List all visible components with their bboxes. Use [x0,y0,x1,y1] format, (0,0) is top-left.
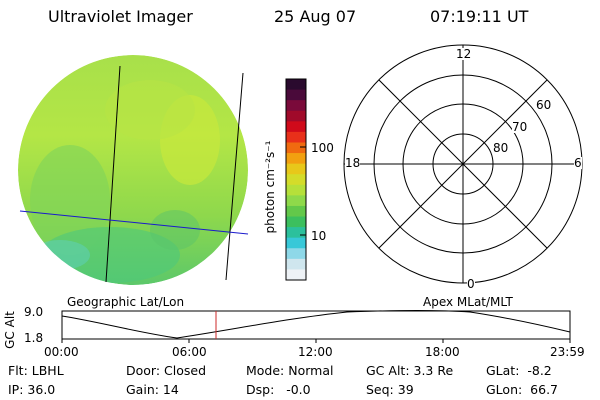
colorbar-segment [286,100,306,112]
geographic-label: Geographic Lat/Lon [67,295,185,309]
polar-label-6: 6 [574,156,582,170]
meridian-line [225,72,244,281]
polar-label-18: 18 [345,156,361,170]
polar-lat-80: 80 [493,141,509,155]
colorbar-segment [286,227,306,239]
status-seq: Seq: 39 [366,382,414,397]
polar-lat-60: 60 [536,98,552,112]
colorbar-segment [286,216,306,228]
time-label: 07:19:11 UT [430,7,529,26]
status-flt: Flt: LBHL [8,363,64,378]
apex-label: Apex MLat/MLT [423,295,513,309]
status-gc-alt: GC Alt: 3.3 Re [366,363,454,378]
colorbar-tick-10: 10 [311,229,327,243]
colorbar-segment [286,269,306,281]
x-tick-2359: 23:59 [550,345,585,359]
x-tick-1200: 12:00 [298,345,333,359]
colorbar-segment [286,248,306,260]
equator-line [19,210,249,235]
polar-lat-70: 70 [512,120,528,134]
date-label: 25 Aug 07 [274,7,357,26]
colorbar-segment [286,195,306,207]
y-tick-9: 9.0 [24,305,44,319]
colorbar-segment [286,89,306,101]
colorbar-segment [286,163,306,175]
instrument-title: Ultraviolet Imager [48,7,193,26]
gc-alt-axis-label: GC Alt [3,311,17,349]
colorbar-segment [286,153,306,165]
colorbar-segment [286,237,306,249]
x-tick-0000: 00:00 [44,345,79,359]
timeline-plot [61,310,571,343]
colorbar-tick-100: 100 [311,141,334,155]
status-glat: GLat: -8.2 [486,363,552,378]
colorbar-segment [286,205,306,218]
colorbar-segment [286,131,306,144]
x-tick-0600: 06:00 [172,345,207,359]
x-tick-1800: 18:00 [425,345,460,359]
uv-earth-image [18,55,248,285]
colorbar-segment [286,110,306,122]
status-gain: Gain: 14 [126,382,179,397]
color-bar [286,79,306,281]
y-tick-1-8: 1.8 [24,331,44,345]
polar-plot [343,44,583,284]
status-dsp: Dsp: -0.0 [246,382,311,397]
colorbar-segment [286,121,306,133]
altitude-curve [61,310,571,339]
polar-label-0: 0 [467,277,475,291]
status-door: Door: Closed [126,363,207,378]
polar-label-12: 12 [456,47,472,61]
status-mode: Mode: Normal [246,363,334,378]
colorbar-segment [286,174,306,186]
meridian-line [105,65,121,283]
colorbar-segment [286,258,306,271]
colorbar-segment [286,79,306,91]
colorbar-segment [286,184,306,196]
status-ip: IP: 36.0 [8,382,56,397]
status-glon: GLon: 66.7 [486,382,558,397]
colorbar-unit-label: photon cm⁻²s⁻¹ [263,140,277,234]
colorbar-segment [286,142,306,154]
